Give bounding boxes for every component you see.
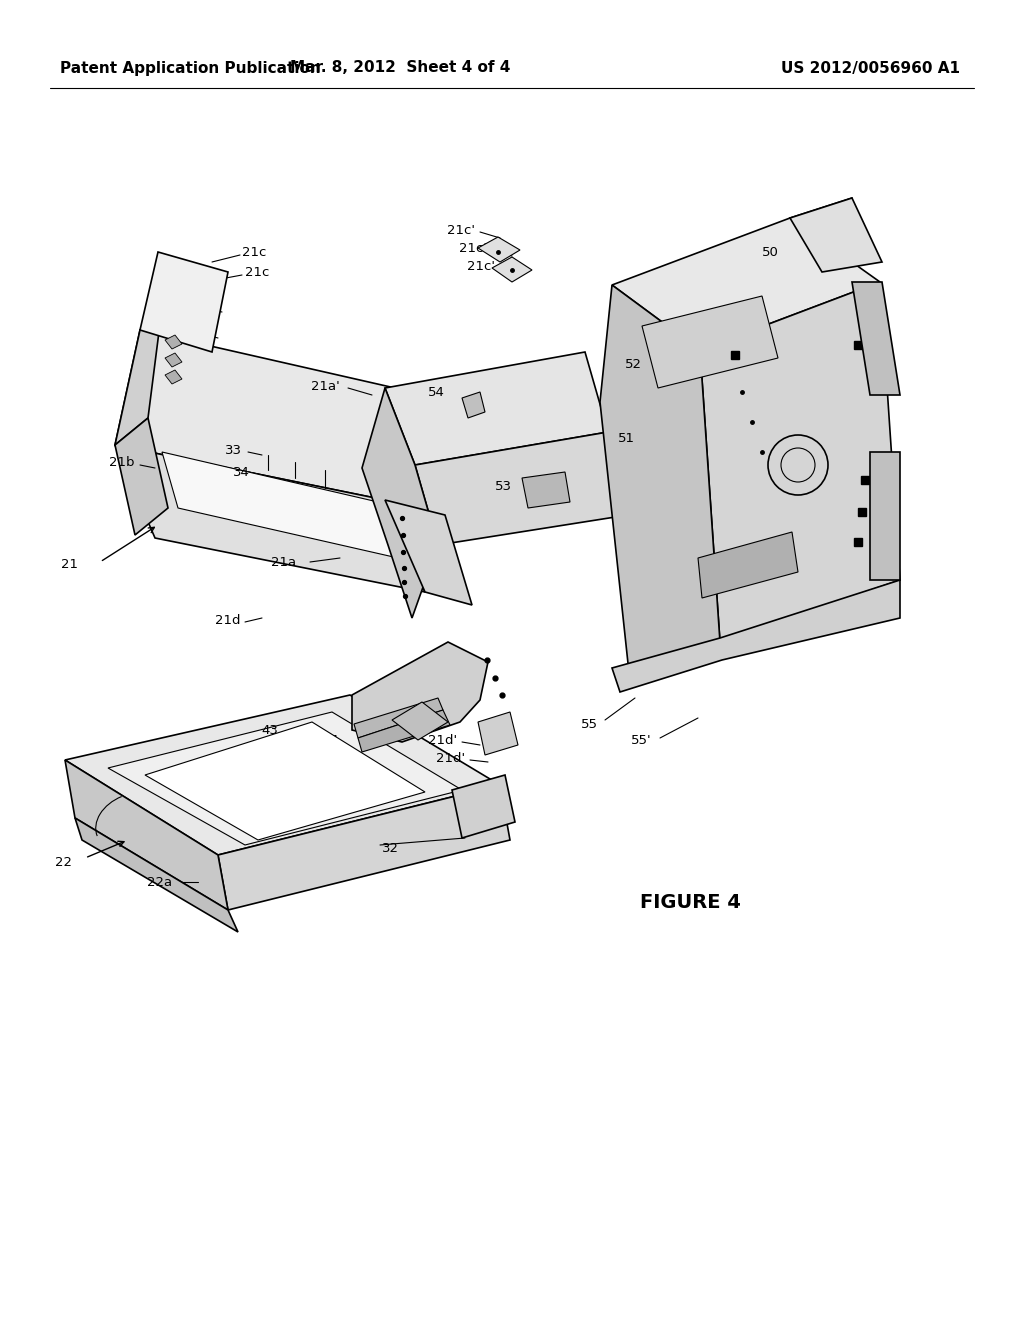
Polygon shape <box>612 579 900 692</box>
Text: FIGURE 4: FIGURE 4 <box>640 892 741 912</box>
Text: 51: 51 <box>618 432 635 445</box>
Bar <box>861 477 869 484</box>
Bar <box>858 301 866 309</box>
Text: 42: 42 <box>268 748 285 762</box>
Text: 80: 80 <box>745 326 762 338</box>
Polygon shape <box>65 696 500 855</box>
Polygon shape <box>162 451 398 558</box>
Polygon shape <box>140 252 228 352</box>
Polygon shape <box>600 285 720 682</box>
Text: US 2012/0056960 A1: US 2012/0056960 A1 <box>781 61 961 75</box>
Text: 41: 41 <box>324 734 340 747</box>
Polygon shape <box>698 532 798 598</box>
Text: Patent Application Publication: Patent Application Publication <box>60 61 321 75</box>
Bar <box>858 508 866 516</box>
Text: 54: 54 <box>428 387 445 400</box>
Text: 33: 33 <box>225 444 242 457</box>
Text: 21d': 21d' <box>428 734 457 747</box>
Polygon shape <box>415 432 628 545</box>
Text: 21a': 21a' <box>361 719 390 733</box>
Bar <box>854 539 862 546</box>
Polygon shape <box>165 370 182 384</box>
Text: 22: 22 <box>55 855 72 869</box>
Text: 22b: 22b <box>251 771 276 784</box>
Polygon shape <box>165 352 182 367</box>
Polygon shape <box>870 451 900 579</box>
Text: 55: 55 <box>581 718 598 730</box>
Text: 52: 52 <box>625 359 642 371</box>
Polygon shape <box>65 760 228 909</box>
Text: 80': 80' <box>741 549 762 561</box>
Bar <box>731 351 739 359</box>
Polygon shape <box>642 296 778 388</box>
Text: 21: 21 <box>61 558 78 572</box>
Polygon shape <box>115 445 425 591</box>
Polygon shape <box>385 500 472 605</box>
Polygon shape <box>522 473 570 508</box>
Polygon shape <box>352 642 488 742</box>
Polygon shape <box>478 711 518 755</box>
Text: 21c': 21c' <box>459 242 487 255</box>
Text: Mar. 8, 2012  Sheet 4 of 4: Mar. 8, 2012 Sheet 4 of 4 <box>290 61 510 75</box>
Text: 43: 43 <box>261 723 278 737</box>
Text: 21d': 21d' <box>436 751 465 764</box>
Text: 34: 34 <box>233 466 250 479</box>
Text: 55': 55' <box>632 734 652 747</box>
Polygon shape <box>362 388 438 618</box>
Text: 21a': 21a' <box>311 380 340 392</box>
Text: 41': 41' <box>307 755 328 768</box>
Polygon shape <box>218 785 510 909</box>
Text: 21c: 21c <box>242 246 266 259</box>
Polygon shape <box>145 722 425 840</box>
Polygon shape <box>115 330 395 500</box>
Polygon shape <box>75 818 238 932</box>
Polygon shape <box>700 282 900 642</box>
Polygon shape <box>462 392 485 418</box>
Text: 21a: 21a <box>271 556 296 569</box>
Polygon shape <box>478 238 520 261</box>
Text: 22a: 22a <box>146 875 172 888</box>
Polygon shape <box>165 335 182 348</box>
Polygon shape <box>790 198 882 272</box>
Text: 53: 53 <box>495 479 512 492</box>
Polygon shape <box>492 257 532 282</box>
Polygon shape <box>385 352 608 465</box>
Text: 21d: 21d <box>214 614 240 627</box>
Polygon shape <box>115 418 168 535</box>
Text: 50: 50 <box>762 246 779 259</box>
Polygon shape <box>358 710 450 752</box>
Text: 21c': 21c' <box>467 260 495 272</box>
Bar <box>854 341 862 348</box>
Polygon shape <box>452 775 515 838</box>
Polygon shape <box>115 308 162 445</box>
Polygon shape <box>852 282 900 395</box>
Text: 21b: 21b <box>110 455 135 469</box>
Polygon shape <box>612 218 880 350</box>
Polygon shape <box>392 702 449 741</box>
Polygon shape <box>108 711 462 845</box>
Text: 32: 32 <box>382 842 399 854</box>
Polygon shape <box>354 698 443 738</box>
Text: 21c: 21c <box>245 265 269 279</box>
Text: 21c': 21c' <box>447 223 475 236</box>
